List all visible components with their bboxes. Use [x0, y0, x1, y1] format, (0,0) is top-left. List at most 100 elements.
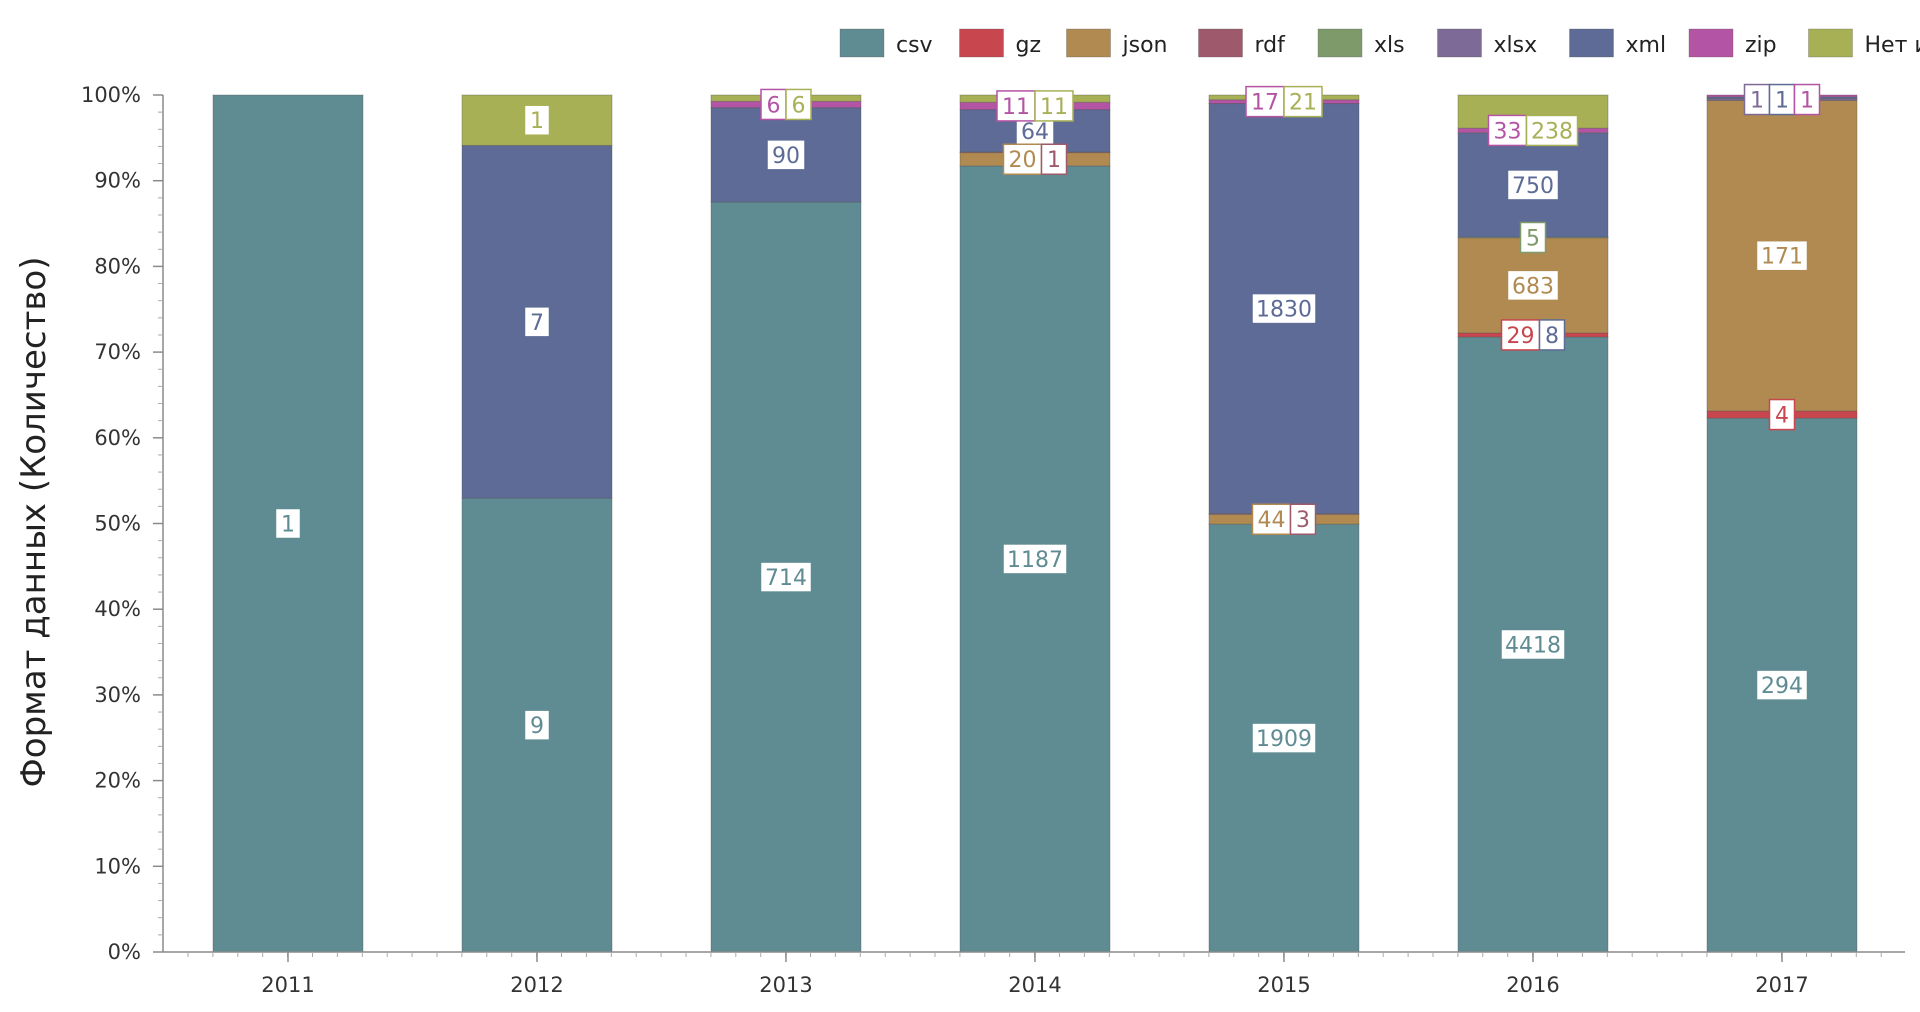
data-label: 294: [1761, 674, 1803, 699]
data-label: 6: [767, 93, 781, 118]
data-label-box: [996, 90, 1036, 122]
data-label: 1909: [1256, 727, 1312, 752]
data-label: 238: [1531, 119, 1573, 144]
data-label-box: [785, 88, 812, 121]
x-tick-label: 2013: [759, 973, 812, 997]
data-label-box: [1793, 83, 1821, 116]
legend-label: json: [1122, 33, 1168, 58]
data-label: 1: [281, 513, 295, 538]
legend-label: xls: [1374, 33, 1405, 58]
y-tick-label: 70%: [94, 340, 141, 364]
legend-label: csv: [896, 33, 933, 58]
data-label: 11: [1040, 95, 1068, 120]
y-tick-label: 10%: [94, 854, 141, 878]
data-label-box: [1002, 143, 1043, 175]
data-label-box: [1755, 239, 1809, 272]
data-label-box: [1040, 143, 1068, 175]
legend-label: rdf: [1255, 33, 1287, 58]
data-label: 714: [765, 566, 807, 591]
legend-swatch: [1066, 28, 1111, 58]
data-label: 5: [1526, 226, 1540, 251]
y-tick-label: 20%: [94, 769, 141, 793]
data-label: 4: [1775, 404, 1789, 429]
data-label-box: [1034, 90, 1074, 122]
y-tick-label: 40%: [94, 597, 141, 621]
data-label-box: [1768, 83, 1796, 116]
data-label: 33: [1494, 119, 1522, 144]
data-label: 1830: [1256, 298, 1312, 323]
data-label-box: [760, 88, 787, 121]
legend-label: xml: [1626, 33, 1667, 58]
data-label-box: [523, 104, 551, 136]
x-tick-label: 2015: [1257, 973, 1310, 997]
data-label-box: [1283, 85, 1323, 118]
data-label-box: [1525, 114, 1579, 147]
y-tick-label: 50%: [94, 512, 141, 536]
legend-swatch: [1808, 28, 1853, 58]
data-label-box: [1251, 722, 1317, 754]
legend-label: xlsx: [1494, 33, 1538, 58]
data-label: 6: [792, 93, 806, 118]
legend-label: Нет информации: [1865, 33, 1920, 58]
data-label: 750: [1512, 174, 1554, 199]
y-axis-title: Формат данных (Количество): [14, 257, 54, 788]
data-label: 21: [1289, 91, 1317, 116]
x-axis: 2011 2012 2013 2014 2015 2016 2017: [163, 951, 1905, 997]
data-label-box: [759, 561, 813, 593]
data-label: 683: [1512, 274, 1554, 299]
legend: csv gz json rdf xls xlsx xml zip Нет информации: [839, 28, 1920, 58]
data-label: 29: [1507, 324, 1535, 349]
data-label-box: [1251, 292, 1317, 325]
y-tick-label: 100%: [81, 83, 141, 107]
data-label: 7: [530, 311, 544, 336]
legend-label: gz: [1016, 33, 1042, 58]
x-tick-label: 2016: [1506, 973, 1559, 997]
y-tick-label: 0%: [108, 940, 141, 964]
data-label: 90: [772, 144, 800, 169]
data-label: 4418: [1505, 633, 1561, 658]
legend-swatch: [1317, 28, 1363, 58]
data-label: 1: [1800, 89, 1814, 114]
data-label: 44: [1258, 508, 1286, 533]
y-tick-label: 60%: [94, 426, 141, 450]
data-label: 171: [1761, 245, 1803, 270]
y-axis: 0% 10% 20% 30% 40% 50% 60% 70% 80% 90% 100%: [81, 83, 164, 964]
data-label-box: [274, 507, 302, 540]
legend-swatch: [1688, 28, 1734, 58]
legend-swatch: [1198, 28, 1243, 58]
y-tick-label: 30%: [94, 683, 141, 707]
data-label: 1187: [1007, 548, 1063, 573]
data-label: 11: [1002, 95, 1030, 120]
data-label: 1: [1750, 89, 1764, 114]
data-label-box: [523, 306, 551, 338]
bars: [212, 94, 1858, 953]
data-label-box: [1289, 503, 1317, 535]
legend-swatch: [959, 28, 1004, 58]
data-label-box: [766, 139, 806, 171]
data-label-box: [1519, 221, 1547, 254]
data-label: 1: [1047, 148, 1061, 173]
data-label: 64: [1021, 120, 1049, 145]
data-label-box: [1755, 669, 1809, 701]
y-tick-label: 90%: [94, 169, 141, 193]
data-label-box: [1500, 628, 1566, 661]
data-label-box: [1506, 169, 1560, 201]
legend-swatch: [839, 28, 885, 58]
data-label: 17: [1251, 91, 1279, 116]
data-label-box: [1538, 319, 1566, 351]
data-label-box: [1506, 269, 1560, 302]
data-label: 9: [530, 714, 544, 739]
data-label-box: [1487, 114, 1528, 147]
data-label: 3: [1296, 508, 1310, 533]
legend-swatch: [1569, 28, 1614, 58]
x-tick-label: 2017: [1755, 973, 1808, 997]
y-tick-label: 80%: [94, 254, 141, 278]
legend-label: zip: [1745, 33, 1777, 58]
data-label: 1: [530, 109, 544, 134]
legend-swatch: [1437, 28, 1482, 58]
data-label-box: [1002, 543, 1068, 575]
data-label: 1: [1775, 89, 1789, 114]
x-tick-label: 2012: [510, 973, 563, 997]
